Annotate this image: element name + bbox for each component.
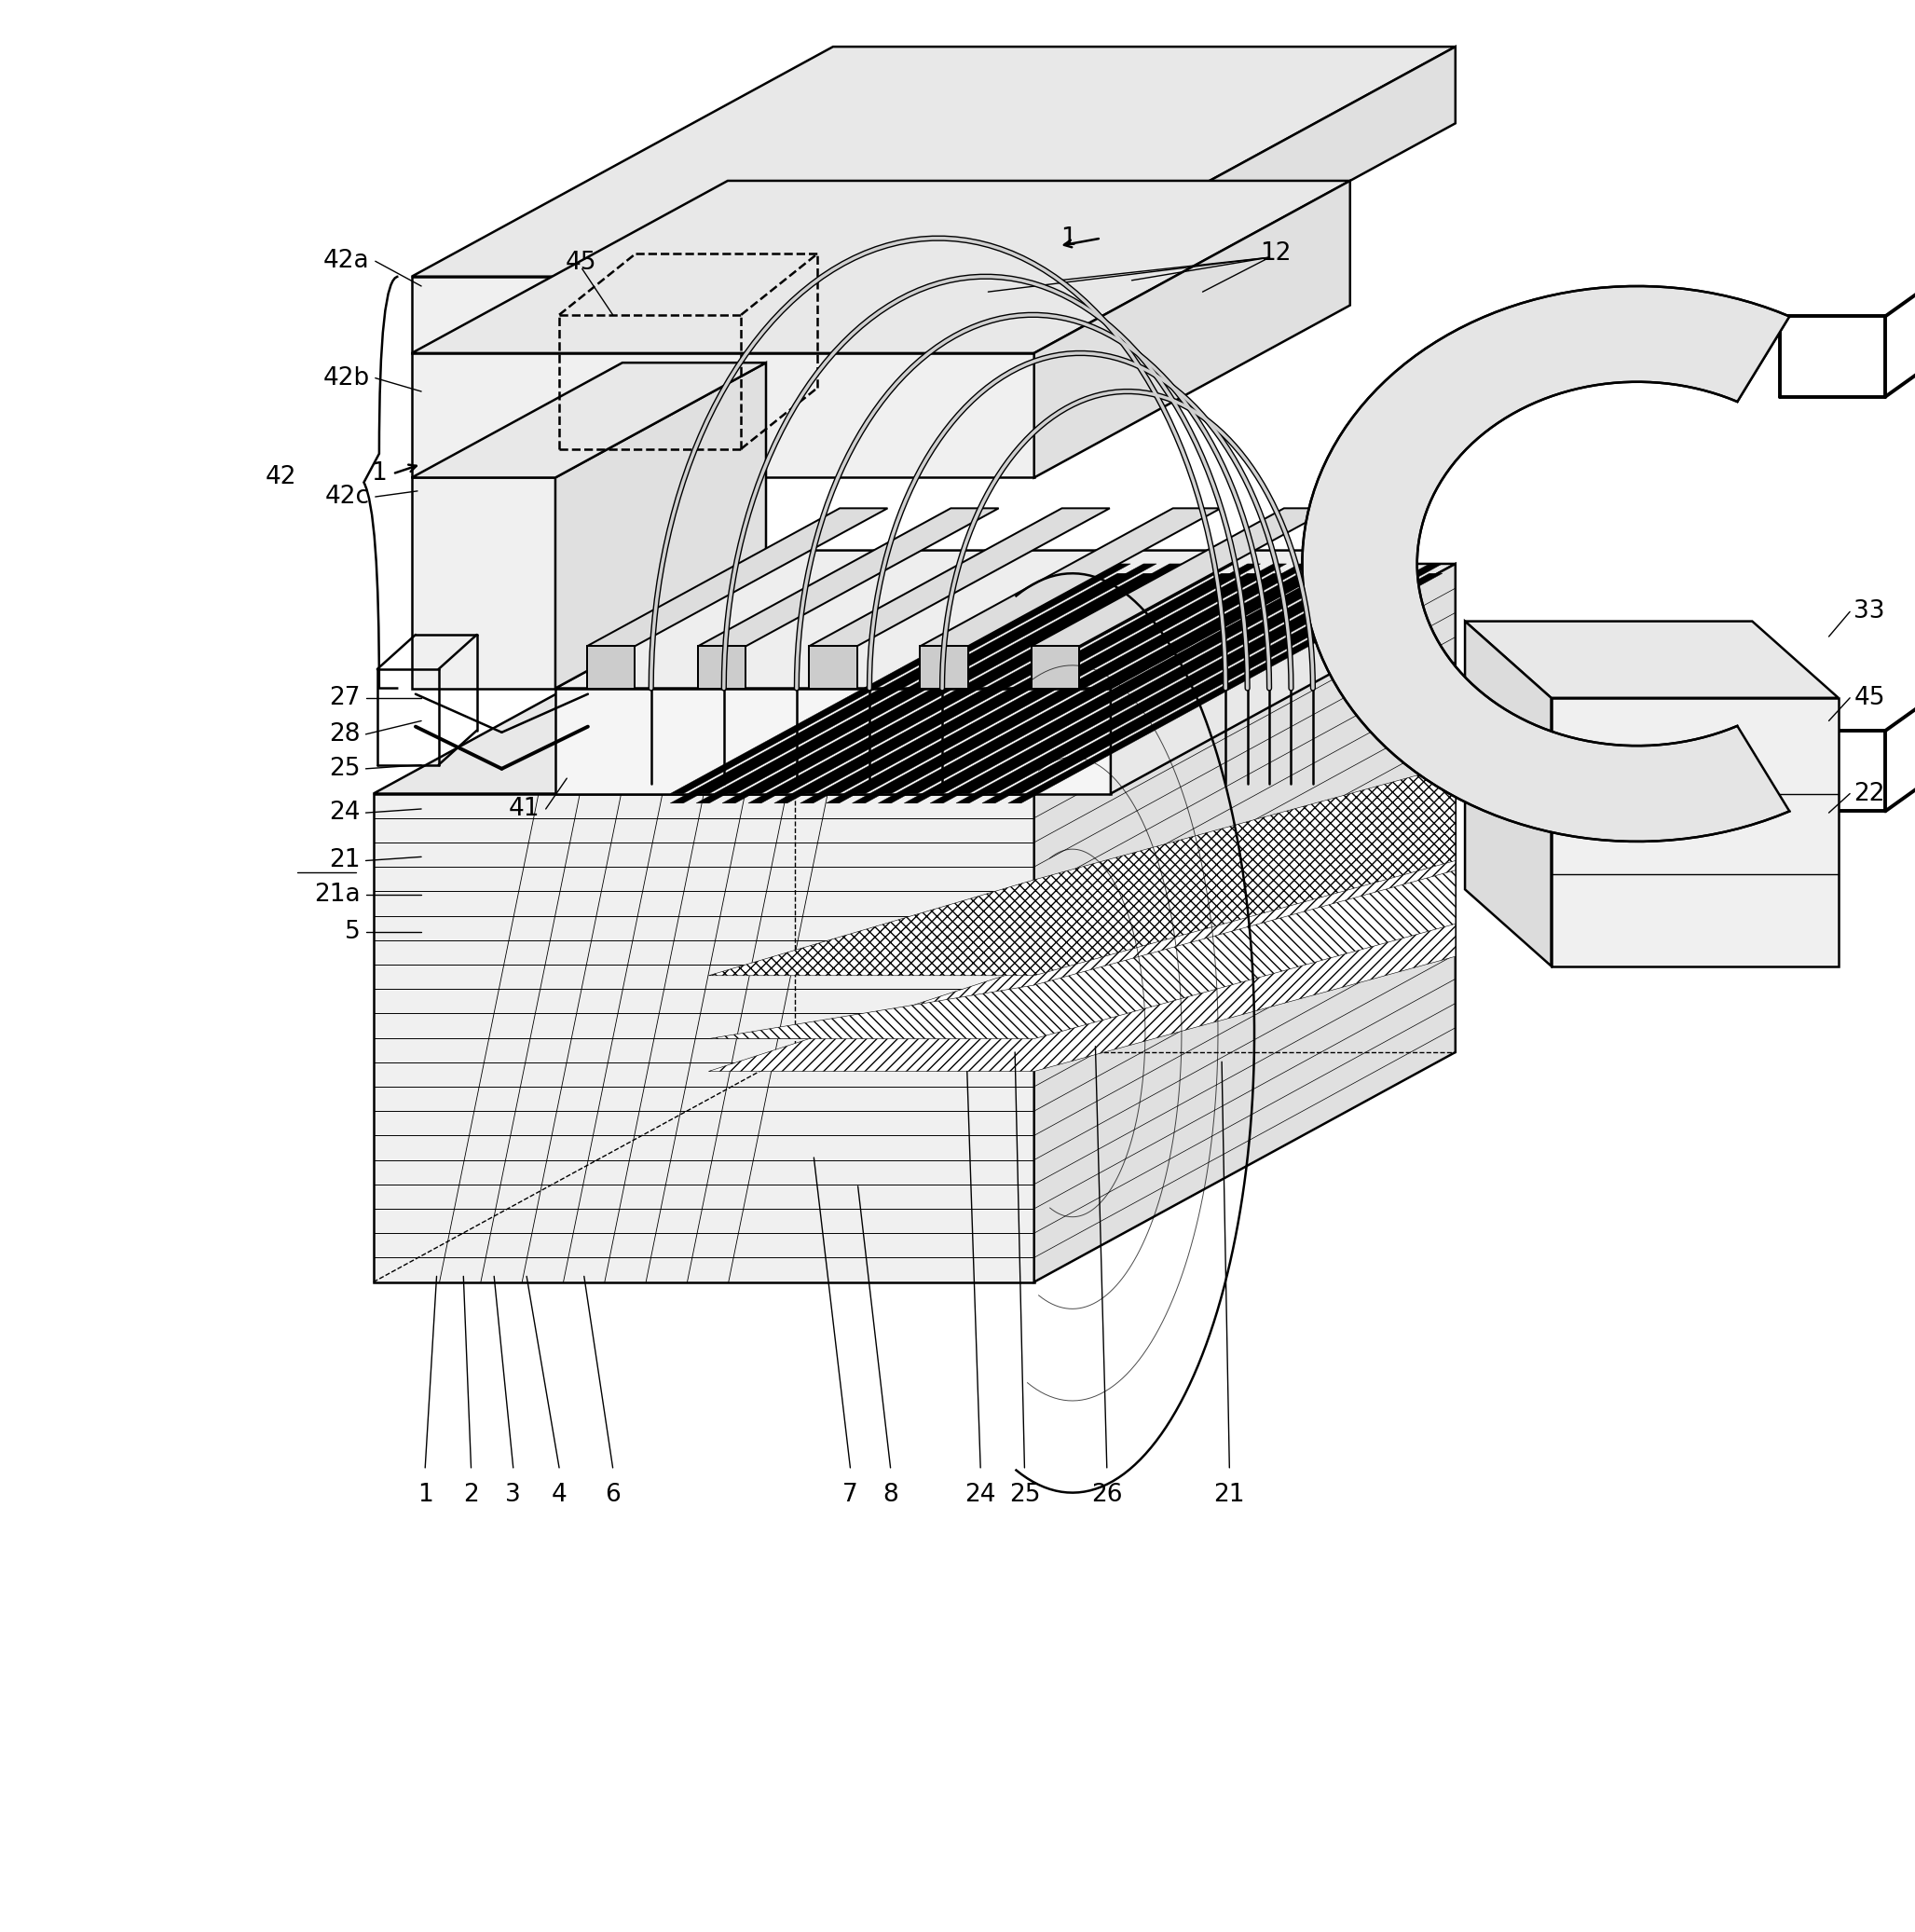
Text: 42: 42 [266, 466, 297, 489]
Text: 24: 24 [329, 800, 360, 825]
Text: 21: 21 [329, 848, 360, 873]
Polygon shape [1302, 286, 1789, 842]
Polygon shape [412, 182, 1350, 354]
Polygon shape [373, 794, 1034, 1283]
Text: 1: 1 [372, 462, 387, 487]
Polygon shape [709, 765, 1455, 976]
Polygon shape [555, 688, 1111, 794]
Text: 1: 1 [417, 1484, 433, 1507]
Polygon shape [412, 363, 766, 477]
Polygon shape [879, 574, 1312, 804]
Polygon shape [412, 46, 1455, 276]
Text: 25: 25 [329, 757, 360, 781]
Polygon shape [709, 869, 1455, 1039]
Text: 12: 12 [1260, 242, 1291, 267]
Polygon shape [412, 477, 555, 688]
Text: 26: 26 [1092, 1484, 1122, 1507]
Text: 21a: 21a [314, 883, 360, 908]
Text: 2: 2 [463, 1484, 479, 1507]
Polygon shape [1032, 508, 1333, 645]
Polygon shape [921, 508, 1222, 645]
Polygon shape [956, 574, 1390, 804]
Polygon shape [412, 354, 1034, 477]
Polygon shape [670, 574, 1105, 804]
Text: 33: 33 [1854, 599, 1884, 624]
Polygon shape [808, 645, 858, 688]
Text: 41: 41 [509, 796, 540, 821]
Text: 27: 27 [329, 686, 360, 709]
Polygon shape [1551, 697, 1838, 966]
Text: 42b: 42b [324, 365, 370, 390]
Polygon shape [800, 564, 1235, 794]
Polygon shape [825, 574, 1260, 804]
Polygon shape [774, 564, 1208, 794]
Text: 3: 3 [506, 1484, 521, 1507]
Polygon shape [1111, 551, 1363, 794]
Polygon shape [670, 564, 1105, 794]
Polygon shape [749, 564, 1182, 794]
Polygon shape [982, 564, 1417, 794]
Polygon shape [586, 508, 889, 645]
Polygon shape [931, 564, 1363, 794]
Text: 22: 22 [1854, 782, 1884, 806]
Text: 24: 24 [965, 1484, 996, 1507]
Polygon shape [586, 645, 636, 688]
Polygon shape [555, 363, 766, 688]
Polygon shape [722, 564, 1157, 794]
Polygon shape [1034, 46, 1455, 354]
Polygon shape [852, 564, 1287, 794]
Polygon shape [555, 551, 1363, 688]
Text: 1: 1 [1061, 226, 1076, 251]
Text: 4: 4 [552, 1484, 567, 1507]
Polygon shape [774, 574, 1208, 804]
Polygon shape [699, 645, 747, 688]
Polygon shape [412, 276, 1034, 354]
Polygon shape [373, 564, 1455, 794]
Polygon shape [808, 508, 1109, 645]
Text: 45: 45 [565, 251, 596, 274]
Polygon shape [1465, 622, 1838, 697]
Polygon shape [1007, 574, 1442, 804]
Polygon shape [697, 574, 1130, 804]
Polygon shape [709, 852, 1455, 1072]
Text: 42c: 42c [326, 485, 370, 508]
Text: 45: 45 [1854, 686, 1884, 709]
Text: 25: 25 [1009, 1484, 1040, 1507]
Polygon shape [697, 564, 1130, 794]
Text: 7: 7 [843, 1484, 858, 1507]
Polygon shape [1465, 622, 1551, 966]
Text: 5: 5 [345, 920, 360, 943]
Polygon shape [800, 574, 1235, 804]
Polygon shape [931, 574, 1363, 804]
Polygon shape [1034, 182, 1350, 477]
Polygon shape [921, 645, 969, 688]
Text: 28: 28 [329, 723, 360, 746]
Text: 6: 6 [605, 1484, 620, 1507]
Polygon shape [904, 574, 1339, 804]
Polygon shape [699, 508, 1000, 645]
Polygon shape [749, 574, 1182, 804]
Polygon shape [852, 574, 1287, 804]
Polygon shape [1007, 564, 1442, 794]
Polygon shape [982, 574, 1417, 804]
Polygon shape [1034, 564, 1455, 1283]
Text: 42a: 42a [324, 249, 370, 272]
Polygon shape [1032, 645, 1080, 688]
Text: 21: 21 [1214, 1484, 1245, 1507]
Text: 8: 8 [883, 1484, 898, 1507]
Polygon shape [879, 564, 1312, 794]
Polygon shape [956, 564, 1390, 794]
Polygon shape [722, 574, 1157, 804]
Polygon shape [825, 564, 1260, 794]
Polygon shape [904, 564, 1339, 794]
